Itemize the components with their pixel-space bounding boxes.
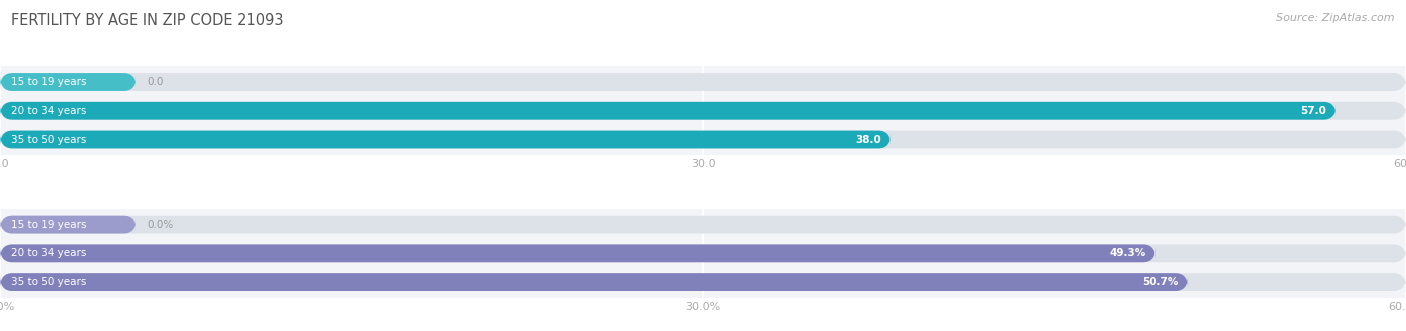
FancyBboxPatch shape	[0, 216, 136, 233]
Text: 50.7%: 50.7%	[1142, 277, 1178, 287]
Text: 0.0%: 0.0%	[148, 219, 174, 230]
FancyBboxPatch shape	[0, 216, 1406, 233]
Text: 15 to 19 years: 15 to 19 years	[11, 219, 87, 230]
Text: 57.0: 57.0	[1301, 106, 1326, 116]
Text: 38.0: 38.0	[855, 134, 882, 145]
FancyBboxPatch shape	[0, 73, 136, 91]
Text: 15 to 19 years: 15 to 19 years	[11, 77, 87, 87]
FancyBboxPatch shape	[0, 131, 890, 148]
Text: 49.3%: 49.3%	[1109, 248, 1146, 258]
Text: 20 to 34 years: 20 to 34 years	[11, 106, 87, 116]
FancyBboxPatch shape	[0, 131, 1406, 148]
FancyBboxPatch shape	[0, 273, 1406, 291]
Text: 35 to 50 years: 35 to 50 years	[11, 277, 87, 287]
FancyBboxPatch shape	[0, 273, 1188, 291]
Text: FERTILITY BY AGE IN ZIP CODE 21093: FERTILITY BY AGE IN ZIP CODE 21093	[11, 13, 284, 28]
FancyBboxPatch shape	[0, 73, 1406, 91]
Text: 35 to 50 years: 35 to 50 years	[11, 134, 87, 145]
FancyBboxPatch shape	[0, 244, 1406, 262]
Text: 0.0: 0.0	[148, 77, 165, 87]
FancyBboxPatch shape	[0, 244, 1156, 262]
FancyBboxPatch shape	[0, 102, 1406, 120]
FancyBboxPatch shape	[0, 102, 1336, 120]
Text: 20 to 34 years: 20 to 34 years	[11, 248, 87, 258]
Text: Source: ZipAtlas.com: Source: ZipAtlas.com	[1277, 13, 1395, 23]
